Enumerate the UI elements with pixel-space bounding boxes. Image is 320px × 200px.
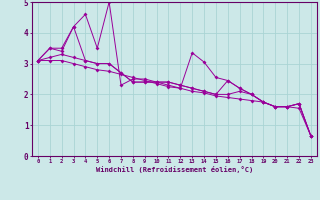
X-axis label: Windchill (Refroidissement éolien,°C): Windchill (Refroidissement éolien,°C) (96, 166, 253, 173)
